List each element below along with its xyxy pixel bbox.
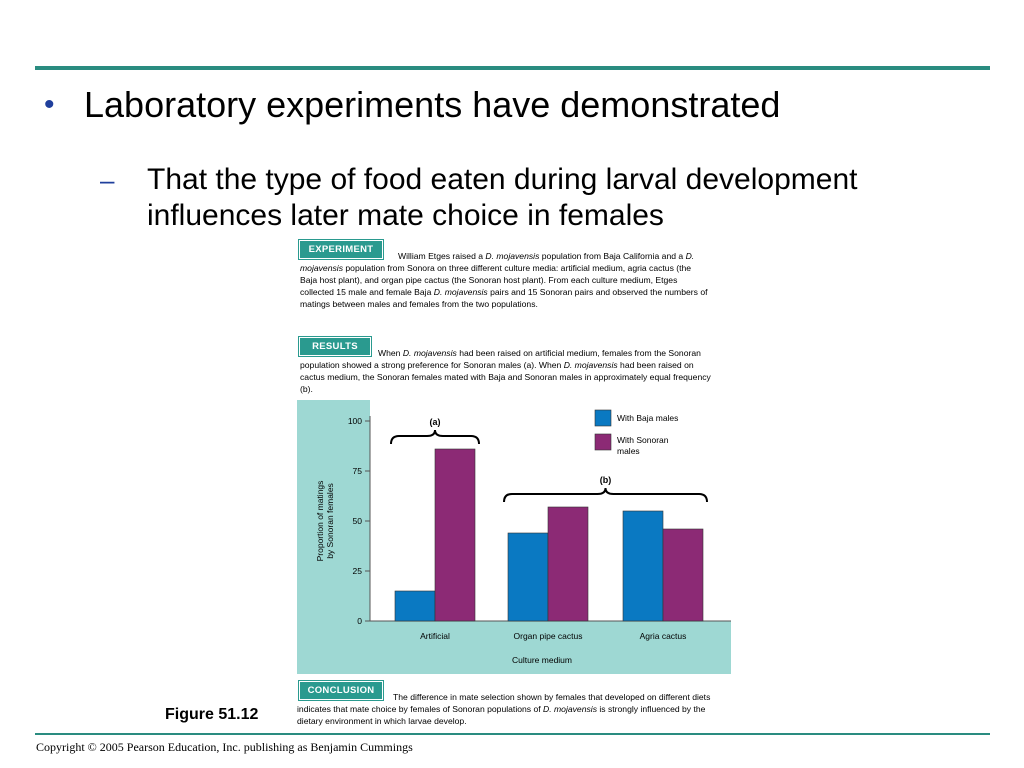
annotation-brace bbox=[390, 429, 480, 445]
experiment-tag-frame: EXPERIMENT bbox=[298, 239, 384, 260]
sub-bullet-dash: – bbox=[100, 165, 115, 195]
conclusion-tag-frame: CONCLUSION bbox=[298, 680, 384, 701]
bar-baja bbox=[507, 532, 549, 622]
bullet-dot: • bbox=[44, 88, 55, 121]
text-run: pairs and 15 Sonoran pairs and observed … bbox=[300, 287, 708, 309]
results-tag-frame: RESULTS bbox=[298, 336, 372, 357]
top-rule bbox=[35, 66, 990, 70]
y-tick-label: 0 bbox=[357, 616, 362, 626]
x-tick-label: Agria cactus bbox=[640, 631, 687, 641]
bar-baja bbox=[622, 510, 664, 622]
species-name: D. mojavensis bbox=[543, 704, 597, 714]
text-run: had been raised on cactus medium, the So… bbox=[300, 360, 711, 394]
bottom-rule bbox=[35, 733, 990, 735]
annotation-brace bbox=[503, 487, 708, 503]
results-tag: RESULTS bbox=[300, 338, 370, 355]
species-name: D. mojavensis bbox=[300, 251, 695, 273]
text-run: William Etges raised a bbox=[398, 251, 486, 261]
text-run: population from Sonora on three differen… bbox=[300, 263, 692, 297]
text-run: had been raised on artificial medium, fe… bbox=[300, 348, 701, 370]
y-axis-label-line1: Proportion of matings bbox=[315, 481, 325, 562]
main-bullet-text: Laboratory experiments have demonstrated bbox=[84, 84, 781, 125]
species-name: D. mojavensis bbox=[485, 251, 540, 261]
conclusion-tag: CONCLUSION bbox=[300, 682, 382, 699]
sub-bullet-text: That the type of food eaten during larva… bbox=[147, 163, 858, 232]
legend-label: With Baja males bbox=[617, 413, 678, 423]
species-name: D. mojavensis bbox=[563, 360, 618, 370]
x-tick-label: Artificial bbox=[420, 631, 450, 641]
text-run: The difference in mate selection shown b… bbox=[297, 692, 711, 714]
conclusion-text: The difference in mate selection shown b… bbox=[297, 691, 717, 727]
species-name: D. mojavensis bbox=[402, 348, 457, 358]
y-axis-label-line2: by Sonoran females bbox=[325, 483, 335, 559]
experiment-tag: EXPERIMENT bbox=[300, 241, 382, 258]
legend-label-line1: With Sonoran bbox=[617, 435, 669, 445]
y-tick-label: 25 bbox=[353, 566, 363, 576]
bar-baja bbox=[394, 590, 436, 622]
experiment-text: William Etges raised a D. mojavensis pop… bbox=[300, 250, 710, 310]
results-text: When D. mojavensis had been raised on ar… bbox=[300, 347, 714, 395]
bar-chart: 0 25 50 75 100 Proportion of matings by Sonora… bbox=[297, 400, 731, 674]
bar-sonoran bbox=[662, 528, 704, 622]
text-run: When bbox=[378, 348, 403, 358]
copyright-text: Copyright © 2005 Pearson Education, Inc.… bbox=[36, 740, 413, 754]
x-tick-label: Organ pipe cactus bbox=[514, 631, 583, 641]
annotation-label: (b) bbox=[600, 475, 612, 485]
figure-label: Figure 51.12 bbox=[165, 706, 259, 723]
legend-label-line2: males bbox=[617, 446, 640, 456]
y-tick-label: 100 bbox=[348, 416, 362, 426]
text-run: is strongly influenced by the dietary en… bbox=[297, 704, 706, 726]
y-tick-label: 75 bbox=[353, 466, 363, 476]
legend-swatch bbox=[594, 409, 612, 427]
species-name: D. mojavensis bbox=[433, 287, 488, 297]
bar-sonoran bbox=[547, 506, 589, 622]
text-run: population from Baja California and a bbox=[539, 251, 686, 261]
bar-sonoran bbox=[434, 448, 476, 622]
legend-swatch bbox=[594, 433, 612, 451]
y-tick-label: 50 bbox=[353, 516, 363, 526]
x-axis-label: Culture medium bbox=[512, 655, 572, 665]
annotation-label: (a) bbox=[430, 417, 441, 427]
